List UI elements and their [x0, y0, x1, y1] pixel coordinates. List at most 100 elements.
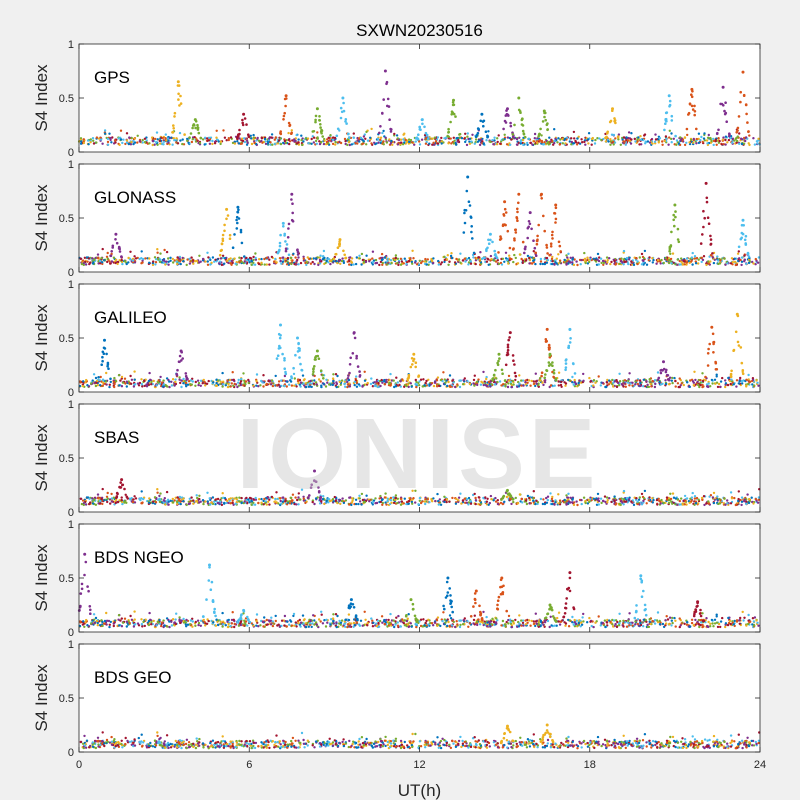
data-point [621, 136, 624, 140]
peak-point [175, 372, 178, 376]
data-point [388, 378, 391, 382]
data-point [661, 382, 664, 385]
data-point [592, 257, 596, 260]
data-point [733, 257, 736, 260]
peak-point [447, 127, 450, 131]
peak-point [120, 255, 123, 258]
peak-point [101, 355, 104, 359]
peak-max-point [176, 80, 180, 84]
data-point [696, 380, 699, 384]
data-point [148, 501, 151, 504]
data-point [472, 378, 476, 382]
data-point [145, 383, 148, 386]
data-point [678, 263, 681, 266]
data-point [747, 261, 751, 265]
peak-point [291, 220, 295, 223]
data-point [355, 381, 359, 384]
data-point [482, 142, 485, 145]
peak-point [385, 82, 388, 86]
data-point [636, 262, 639, 266]
data-point [618, 262, 621, 265]
data-point [477, 378, 480, 381]
data-point [693, 255, 697, 258]
data-point [656, 503, 659, 506]
peak-max-point [420, 118, 424, 122]
data-point [158, 494, 161, 498]
data-point [613, 380, 617, 383]
peak-point [728, 132, 731, 135]
data-point [660, 498, 663, 502]
data-point [467, 263, 470, 266]
peak-point [339, 116, 343, 120]
data-point [415, 385, 418, 389]
peak-point [173, 111, 177, 115]
data-point [163, 248, 166, 252]
data-point [162, 383, 166, 386]
data-point [570, 143, 573, 146]
data-point [187, 380, 191, 383]
data-point [472, 256, 475, 259]
data-point [215, 136, 218, 139]
peak-point [449, 120, 452, 124]
data-point [740, 379, 744, 383]
peak-point [446, 134, 450, 138]
data-point [206, 251, 209, 254]
data-point [130, 140, 133, 144]
peak-point [226, 214, 230, 217]
data-point [162, 499, 165, 502]
data-point [440, 142, 443, 145]
data-point [529, 384, 532, 387]
data-point [473, 374, 476, 377]
data-point [192, 499, 195, 502]
data-point [159, 142, 162, 145]
data-point [707, 262, 710, 265]
peak-point [746, 252, 750, 256]
data-point [453, 139, 456, 142]
peak-point [661, 369, 664, 372]
peak-point [101, 359, 104, 363]
data-point [95, 141, 98, 144]
peak-point [278, 244, 282, 248]
data-point [606, 501, 609, 504]
data-point [723, 497, 726, 500]
data-point [465, 143, 469, 147]
data-point [602, 261, 606, 265]
data-point [120, 258, 123, 262]
data-point [205, 382, 209, 385]
data-point [101, 142, 104, 145]
data-point [180, 385, 183, 389]
data-point [118, 143, 121, 147]
peak-point [379, 125, 382, 128]
peak-point [545, 246, 549, 249]
data-point [203, 136, 207, 139]
data-point [360, 252, 364, 256]
peak-point [498, 357, 501, 360]
peak-point [714, 368, 718, 371]
data-point [535, 382, 538, 385]
data-point [671, 376, 674, 380]
data-point [686, 133, 689, 137]
data-point [720, 143, 724, 146]
data-point [136, 134, 139, 137]
data-point [204, 500, 207, 503]
peak-point [657, 376, 661, 380]
peak-max-point [611, 107, 614, 111]
data-point [133, 255, 136, 258]
peak-point [425, 133, 429, 137]
data-point [167, 260, 170, 263]
data-point [696, 383, 700, 387]
data-point [242, 372, 245, 375]
data-point [182, 377, 185, 381]
data-point [485, 260, 489, 263]
data-point [95, 381, 98, 384]
data-point [207, 256, 210, 259]
data-point [370, 142, 373, 145]
peak-point [347, 374, 350, 377]
data-point [739, 258, 742, 262]
peak-point [676, 227, 680, 231]
data-point [538, 138, 542, 142]
peak-max-point [242, 112, 246, 116]
data-point [524, 381, 527, 384]
data-point [712, 137, 715, 141]
data-point [171, 257, 174, 261]
